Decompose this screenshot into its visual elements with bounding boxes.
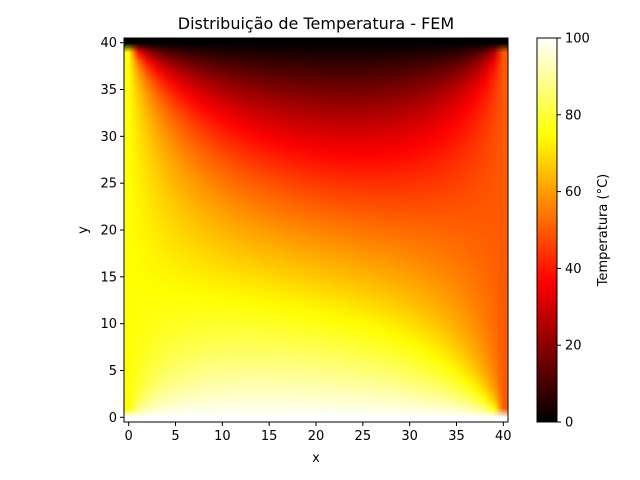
y-tick-label: 25 [100,177,117,192]
x-axis: 0 5 10 15 20 25 30 35 40 [125,422,512,444]
heatmap-image [124,38,508,422]
colorbar-gradient [537,38,557,422]
x-tick-label: 5 [171,429,179,444]
y-tick-label: 35 [100,83,117,98]
y-tick-label: 20 [100,224,117,239]
x-axis-label: x [312,451,320,466]
y-tick-label: 0 [109,411,117,426]
chart-title: Distribuição de Temperatura - FEM [178,14,454,33]
x-tick-label: 35 [448,429,465,444]
plot-frame [123,37,509,423]
colorbar-tick-label: 20 [565,339,582,354]
colorbar-tick-label: 60 [565,185,582,200]
x-tick-label: 10 [214,429,231,444]
x-tick-label: 20 [308,429,325,444]
y-axis: 0 5 10 15 20 25 30 35 40 [100,36,124,426]
colorbar-tick-label: 100 [565,32,590,47]
colorbar-tick-label: 0 [565,416,573,431]
y-tick-label: 5 [109,364,117,379]
x-tick-label: 25 [355,429,372,444]
x-tick-label: 40 [495,429,512,444]
y-tick-label: 15 [100,270,117,285]
x-tick-label: 15 [261,429,278,444]
y-axis-label: y [76,226,91,234]
colorbar-tick-label: 40 [565,262,582,277]
y-tick-label: 30 [100,130,117,145]
colorbar-tick-label: 80 [565,108,582,123]
colorbar-axis: 0 20 40 60 80 100 [557,32,590,431]
colorbar-frame [536,37,558,423]
x-tick-label: 30 [401,429,418,444]
colorbar-label: Temperatura (°C) [596,174,611,287]
x-tick-label: 0 [125,429,133,444]
y-tick-label: 40 [100,36,117,51]
y-tick-label: 10 [100,317,117,332]
